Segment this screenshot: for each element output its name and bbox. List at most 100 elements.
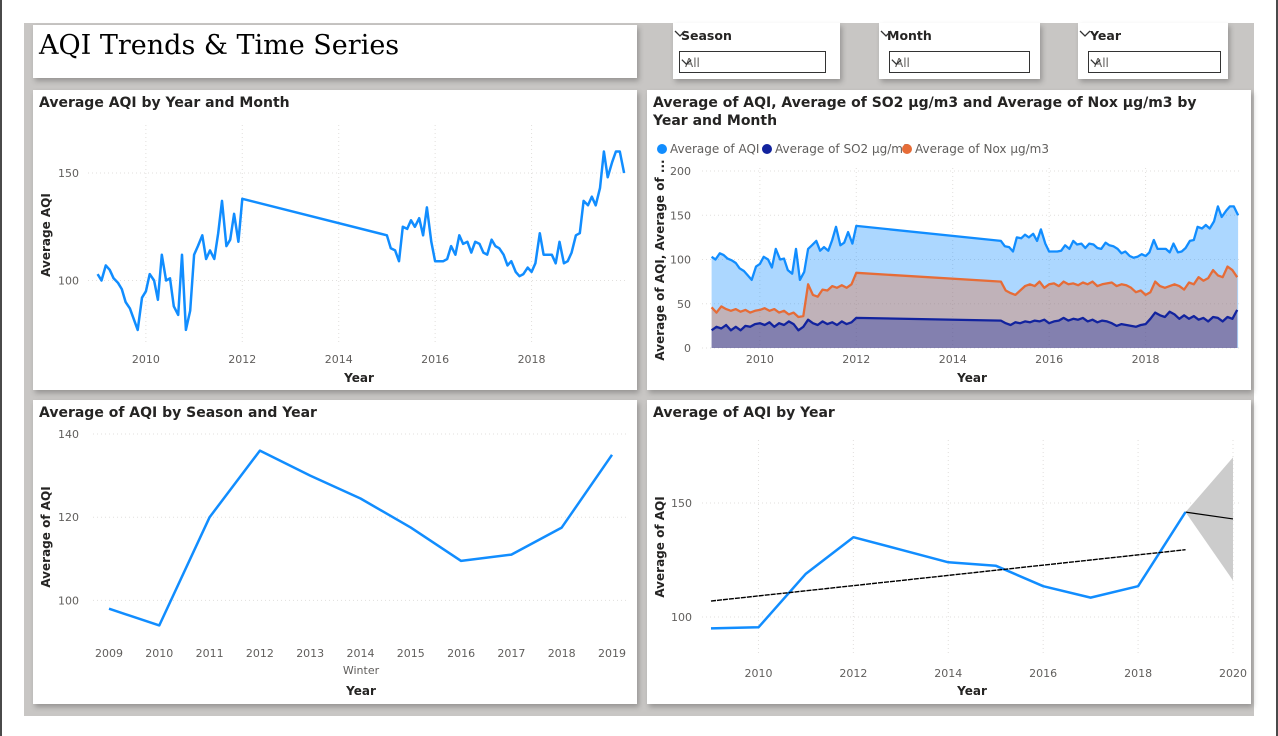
x-tick-label: 2017 [497,647,525,660]
window-edge-right [1276,0,1278,736]
y-tick-label: 100 [670,254,691,267]
slicer-month[interactable]: Month All [879,23,1040,79]
x-tick-label: 2010 [746,353,774,366]
chevron-down-icon [681,59,692,66]
x-tick-label: 2009 [95,647,123,660]
y-tick-label: 140 [58,428,79,441]
x-tick-label: 2019 [598,647,626,660]
y-axis-title: Average of AQI, Average of ... [653,159,667,360]
x-axis-title: Year [343,371,374,385]
chart-title: Average AQI by Year and Month [39,95,290,111]
title-card: AQI Trends & Time Series [33,25,637,78]
y-tick-label: 100 [58,594,79,607]
x-axis-title: Year [956,371,987,385]
y-tick-label: 200 [670,165,691,178]
slicer-season[interactable]: Season All [673,23,840,79]
x-tick-label: 2010 [145,647,173,660]
y-axis-title: Average of AQI [653,496,667,597]
series-line-0 [710,205,1240,282]
y-tick-label: 100 [671,611,692,624]
slicer-year-value: All [1094,56,1109,70]
x-tick-label: 2018 [518,353,546,366]
x-tick-label: 2014 [939,353,967,366]
chart-title: Average of AQI by Year [653,405,835,421]
series-line-2 [710,309,1239,332]
series-line-aqi [710,511,1187,630]
x-tick-label: 2010 [744,667,772,680]
y-tick-label: 150 [58,167,79,180]
slicer-season-value: All [685,56,700,70]
legend-label: Average of SO2 µg/m3 [775,142,911,156]
y-tick-label: 150 [670,209,691,222]
series-line-1 [710,265,1239,319]
page-title: AQI Trends & Time Series [39,30,400,61]
x-tick-label: 2018 [1124,667,1152,680]
window-edge-left [0,0,2,736]
legend-marker [762,144,772,154]
chart-card-pollutants[interactable]: Average of AQI, Average of SO2 µg/m3 and… [647,90,1251,390]
x-axis-title: Year [956,684,987,698]
legend-marker [902,144,912,154]
chart-pollutants: 2010 2012 2014 2016 2018 0 50 100 150 200 Year Aver… [653,142,1242,385]
x-tick-label: 2014 [325,353,353,366]
series-line-aqi [108,449,614,627]
chevron-down-icon [1090,59,1101,66]
y-tick-label: 0 [684,342,691,355]
x-tick-label: 2020 [1219,667,1247,680]
chart-card-aqi-year[interactable]: Average of AQI by Year 2010 2012 2014 2016 2… [647,400,1251,704]
x-tick-label: 2015 [397,647,425,660]
trend-line [710,549,1186,602]
forecast-line [1185,511,1234,520]
x-tick-label: 2012 [842,353,870,366]
series-line-aqi [96,150,626,332]
y-tick-label: 50 [677,298,691,311]
x-group-label: Winter [343,664,380,677]
x-tick-label: 2016 [1035,353,1063,366]
chevron-down-icon[interactable] [673,26,687,40]
chart-title: Average of AQI, Average of SO2 µg/m3 and… [653,95,1197,129]
x-tick-label: 2016 [447,647,475,660]
y-tick-label: 150 [671,497,692,510]
y-axis-title: Average AQI [39,193,53,277]
x-tick-label: 2018 [548,647,576,660]
slicer-season-label: Season [681,28,732,43]
x-tick-label: 2016 [421,353,449,366]
x-tick-label: 2010 [132,353,160,366]
chart-aqi-year: 2010 2012 2014 2016 2018 2020 100 150 Year Averag… [653,440,1247,698]
y-axis-title: Average of AQI [39,486,53,587]
x-tick-label: 2013 [296,647,324,660]
slicer-year-label: Year [1090,28,1121,43]
x-tick-label: 2012 [228,353,256,366]
x-tick-label: 2014 [347,647,375,660]
slicer-year-dropdown[interactable]: All [1088,51,1221,73]
chart-card-aqi-year-month[interactable]: Average AQI by Year and Month 2010 2012 20… [33,90,637,390]
legend-label: Average of Nox µg/m3 [915,142,1049,156]
series-area-2 [711,309,1238,348]
chart-aqi-year-month: 2010 2012 2014 2016 2018 100 150 Year Average AQ… [39,125,628,385]
x-axis-title: Year [345,684,376,698]
slicer-season-dropdown[interactable]: All [679,51,826,73]
x-tick-label: 2018 [1132,353,1160,366]
chart-card-aqi-season-year[interactable]: Average of AQI by Season and Year 100 120… [33,400,637,704]
chevron-down-icon[interactable] [1078,26,1092,40]
x-tick-label: 2014 [934,667,962,680]
slicer-year[interactable]: Year All [1078,23,1228,79]
series-area-0 [711,206,1239,348]
y-tick-label: 120 [58,511,79,524]
chevron-down-icon [891,59,902,66]
chart-title: Average of AQI by Season and Year [39,405,317,421]
x-tick-label: 2011 [196,647,224,660]
chevron-down-icon[interactable] [879,26,893,40]
x-tick-label: 2016 [1029,667,1057,680]
x-tick-label: 2012 [246,647,274,660]
legend-marker [657,144,667,154]
slicer-month-dropdown[interactable]: All [889,51,1030,73]
slicer-month-label: Month [887,28,932,43]
y-tick-label: 100 [58,275,79,288]
legend-label: Average of AQI [670,142,759,156]
chart-aqi-season-year: 100 120 140 2009 2010 2011 2012 2013 2014 2015 201… [39,428,628,698]
slicer-month-value: All [895,56,910,70]
forecast-band [1185,457,1233,581]
x-tick-label: 2012 [839,667,867,680]
